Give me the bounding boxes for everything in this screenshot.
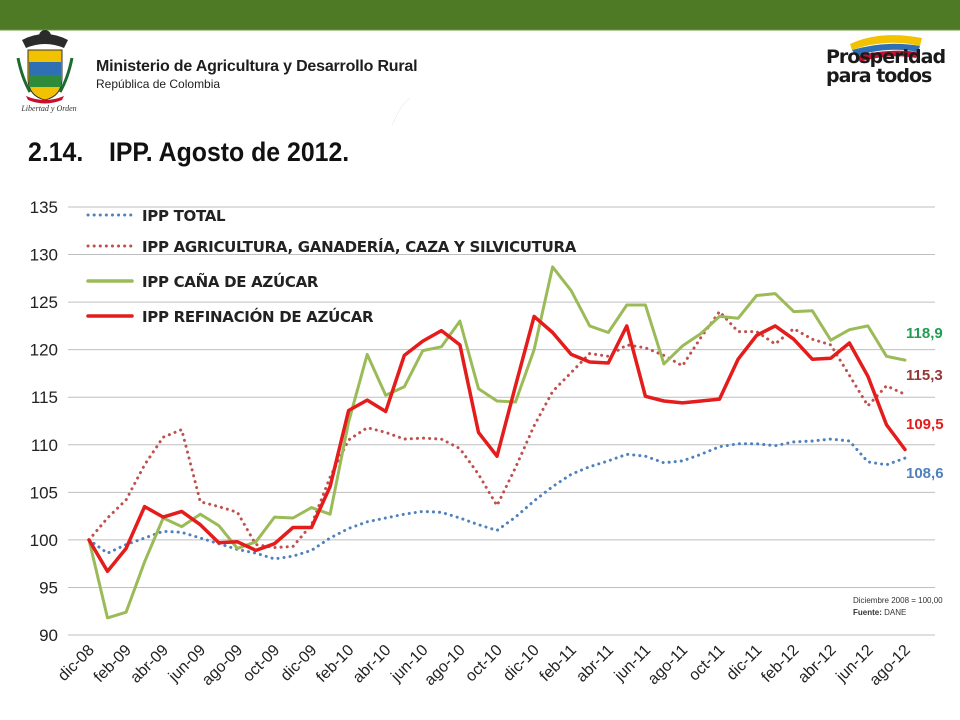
y-tick-label: 95 bbox=[39, 578, 58, 597]
source-note: Fuente: DANE bbox=[853, 607, 943, 619]
prosperidad-logo-icon bbox=[850, 35, 922, 62]
series-end-label: 108,6 bbox=[906, 465, 944, 482]
title-text: IPP. Agosto de 2012. bbox=[108, 137, 350, 167]
y-tick-label: 130 bbox=[30, 246, 58, 265]
x-tick-label: dic-08 bbox=[55, 642, 98, 685]
series-line bbox=[87, 314, 907, 574]
x-tick-label: oct-11 bbox=[686, 642, 729, 685]
ministry-block: Ministerio de Agricultura y Desarrollo R… bbox=[96, 58, 418, 91]
campaign-logo: Prosperidad para todos bbox=[826, 46, 946, 87]
x-tick-label: feb-10 bbox=[313, 642, 357, 686]
series-end-label: 115,3 bbox=[906, 367, 943, 384]
campaign-line-1: Prosperidad bbox=[826, 46, 946, 68]
base-note: Diciembre 2008 = 100,00 bbox=[853, 596, 943, 605]
source-label: Fuente: bbox=[853, 608, 882, 617]
series-end-label: 118,9 bbox=[906, 325, 943, 342]
header-white-panel bbox=[0, 30, 960, 125]
series-line bbox=[87, 265, 907, 620]
y-tick-label: 120 bbox=[30, 341, 58, 360]
title-number: 2.14. bbox=[28, 137, 84, 167]
x-tick-label: ago-09 bbox=[199, 642, 246, 689]
chart-notes: Diciembre 2008 = 100,00 Fuente: DANE bbox=[853, 595, 943, 619]
coat-of-arms-icon bbox=[16, 30, 74, 104]
legend-label: IPP CAÑA DE AZÚCAR bbox=[142, 272, 319, 291]
legend-label: IPP TOTAL bbox=[142, 207, 226, 225]
x-tick-label: dic-11 bbox=[723, 642, 765, 684]
campaign-line-2: para todos bbox=[826, 65, 932, 87]
legend-label: IPP REFINACIÓN DE AZÚCAR bbox=[142, 307, 374, 326]
x-tick-label: dic-09 bbox=[278, 642, 321, 685]
y-tick-label: 135 bbox=[30, 198, 58, 217]
x-tick-label: abr-12 bbox=[795, 642, 840, 687]
x-tick-label: dic-10 bbox=[500, 642, 543, 685]
x-tick-label: feb-09 bbox=[91, 642, 135, 686]
x-tick-label: ago-11 bbox=[645, 642, 691, 688]
country-name: República de Colombia bbox=[96, 77, 221, 91]
y-tick-label: 100 bbox=[30, 531, 58, 550]
x-tick-label: abr-10 bbox=[350, 642, 395, 687]
y-tick-label: 115 bbox=[31, 388, 58, 407]
legend-label: IPP AGRICULTURA, GANADERÍA, CAZA Y SILVI… bbox=[142, 237, 577, 256]
y-tick-label: 125 bbox=[30, 293, 58, 312]
y-tick-label: 105 bbox=[30, 483, 58, 502]
x-tick-label: feb-12 bbox=[758, 642, 802, 686]
x-tick-label: ago-12 bbox=[867, 642, 914, 689]
ministry-name: Ministerio de Agricultura y Desarrollo R… bbox=[96, 58, 418, 75]
header-background bbox=[0, 0, 960, 125]
y-tick-label: 110 bbox=[31, 436, 58, 455]
x-tick-label: feb-11 bbox=[537, 642, 580, 685]
x-tick-label: oct-10 bbox=[462, 642, 506, 686]
source-value: DANE bbox=[884, 608, 907, 617]
x-tick-label: ago-10 bbox=[421, 642, 468, 689]
y-tick-label: 90 bbox=[39, 626, 58, 645]
page-title: 2.14. IPP. Agosto de 2012. bbox=[28, 137, 349, 168]
x-tick-label: abr-11 bbox=[573, 642, 617, 686]
x-tick-label: abr-09 bbox=[127, 642, 172, 687]
series-line bbox=[87, 310, 907, 549]
x-tick-label: oct-09 bbox=[240, 642, 284, 686]
header-banner: Ministerio de Agricultura y Desarrollo R… bbox=[0, 0, 960, 125]
series-line bbox=[87, 437, 907, 561]
ipp-line-chart: 90 95 100 105 110 115 120 125 130 135 dic-08feb-09… bbox=[30, 198, 944, 689]
series-end-label: 109,5 bbox=[906, 416, 944, 433]
coat-motto: Libertad y Orden bbox=[21, 104, 77, 113]
